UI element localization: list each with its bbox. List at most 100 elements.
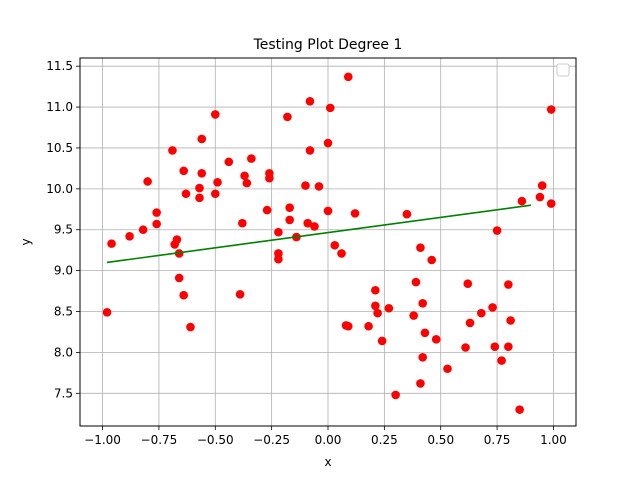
scatter-point: [314, 182, 324, 191]
scatter-point: [195, 193, 204, 203]
scatter-point: [431, 335, 441, 344]
scatter-point: [305, 97, 315, 106]
scatter-point: [102, 308, 112, 317]
scatter-point: [195, 183, 204, 193]
y-tick-label: 7.5: [54, 386, 73, 400]
scatter-point: [535, 192, 545, 202]
y-tick-label: 11.0: [46, 100, 73, 114]
scatter-point: [285, 215, 294, 225]
x-tick-label: 0.50: [427, 433, 454, 447]
scatter-point: [152, 208, 161, 217]
chart-title: Testing Plot Degree 1: [253, 37, 403, 53]
scatter-point: [546, 199, 556, 208]
fit-line: [106, 204, 532, 264]
y-axis: 7.5 8.0 8.5 9.0 9.5 10.0 10.5 11.0 11.5: [46, 59, 80, 400]
scatter-point: [107, 239, 116, 248]
scatter-point: [181, 189, 191, 199]
y-tick-label: 10.0: [46, 182, 73, 196]
y-tick-label: 8.5: [54, 305, 73, 319]
scatter-point: [323, 138, 333, 148]
scatter-point: [283, 112, 292, 122]
scatter-point: [488, 303, 497, 312]
scatter-point: [504, 342, 513, 351]
scatter-point: [384, 303, 394, 313]
scatter-point: [285, 203, 294, 212]
x-axis-label: x: [324, 455, 331, 469]
scatter-point: [443, 364, 452, 374]
scatter-point: [240, 171, 249, 181]
scatter-point: [213, 178, 222, 187]
scatter-point: [402, 209, 412, 219]
scatter-point: [197, 169, 207, 178]
scatter-point: [235, 290, 245, 299]
y-axis-label: y: [19, 238, 33, 245]
scatter-point: [143, 177, 152, 186]
x-tick-label: 1.00: [540, 433, 567, 447]
scatter-point: [238, 218, 247, 228]
scatter-point: [490, 342, 500, 351]
y-tick-label: 9.5: [54, 223, 73, 237]
scatter-point: [172, 235, 182, 244]
scatter-point: [174, 273, 184, 283]
scatter-point: [210, 189, 220, 199]
scatter-point: [477, 308, 486, 318]
scatter-point: [546, 105, 556, 114]
scatter-point: [411, 277, 421, 287]
scatter-point: [210, 110, 220, 119]
scatter-point: [377, 336, 387, 346]
scatter-point: [310, 222, 319, 231]
scatter-point: [325, 103, 335, 113]
scatter-point: [262, 205, 272, 215]
scatter-point: [305, 146, 315, 155]
x-tick-label: 0.25: [371, 433, 398, 447]
scatter-point: [179, 290, 189, 300]
scatter-point: [420, 328, 430, 338]
scatter-point: [242, 178, 252, 188]
y-tick-label: 10.5: [46, 141, 73, 155]
x-tick-label: −0.25: [253, 433, 290, 447]
scatter-point: [152, 219, 161, 229]
scatter-point: [168, 146, 177, 155]
scatter-point: [337, 249, 346, 258]
scatter-point: [371, 301, 380, 311]
scatter-point: [506, 316, 515, 325]
scatter-point: [427, 255, 437, 265]
scatter-point: [323, 206, 333, 216]
scatter-point: [330, 240, 340, 250]
scatter-point: [343, 72, 353, 82]
scatter-point: [301, 181, 310, 190]
y-tick-label: 11.5: [46, 59, 73, 73]
scatter-point: [418, 353, 427, 362]
scatter-point: [224, 157, 234, 167]
scatter-point: [371, 285, 380, 295]
scatter-point: [504, 280, 513, 289]
scatter-point: [265, 173, 274, 183]
scatter-point: [274, 254, 283, 264]
scatter-point: [409, 311, 418, 320]
scatter-point: [391, 390, 400, 400]
scatter-point: [303, 218, 313, 228]
scatter-point: [350, 209, 360, 218]
y-tick-label: 9.0: [54, 264, 73, 278]
legend-box: [556, 63, 570, 77]
scatter-point: [416, 243, 425, 253]
x-tick-label: −0.75: [141, 433, 178, 447]
x-axis: −1.00 −0.75 −0.50 −0.25 0.00 0.25 0.50 0.75 1.00: [84, 426, 567, 447]
x-tick-label: 0.00: [315, 433, 342, 447]
scatter-point: [274, 227, 283, 237]
scatter-point: [125, 231, 134, 241]
scatter-point: [465, 318, 475, 328]
scatter-point: [416, 379, 425, 388]
scatter-point: [186, 322, 195, 332]
scatter-point: [515, 405, 524, 414]
scatter-point: [197, 134, 207, 144]
x-tick-label: −0.50: [197, 433, 234, 447]
y-tick-label: 8.0: [54, 345, 73, 359]
scatter-point: [247, 154, 256, 163]
scatter-point: [343, 321, 353, 331]
scatter-point: [537, 181, 547, 190]
scatter-point: [418, 299, 427, 308]
scatter-point: [138, 225, 148, 235]
